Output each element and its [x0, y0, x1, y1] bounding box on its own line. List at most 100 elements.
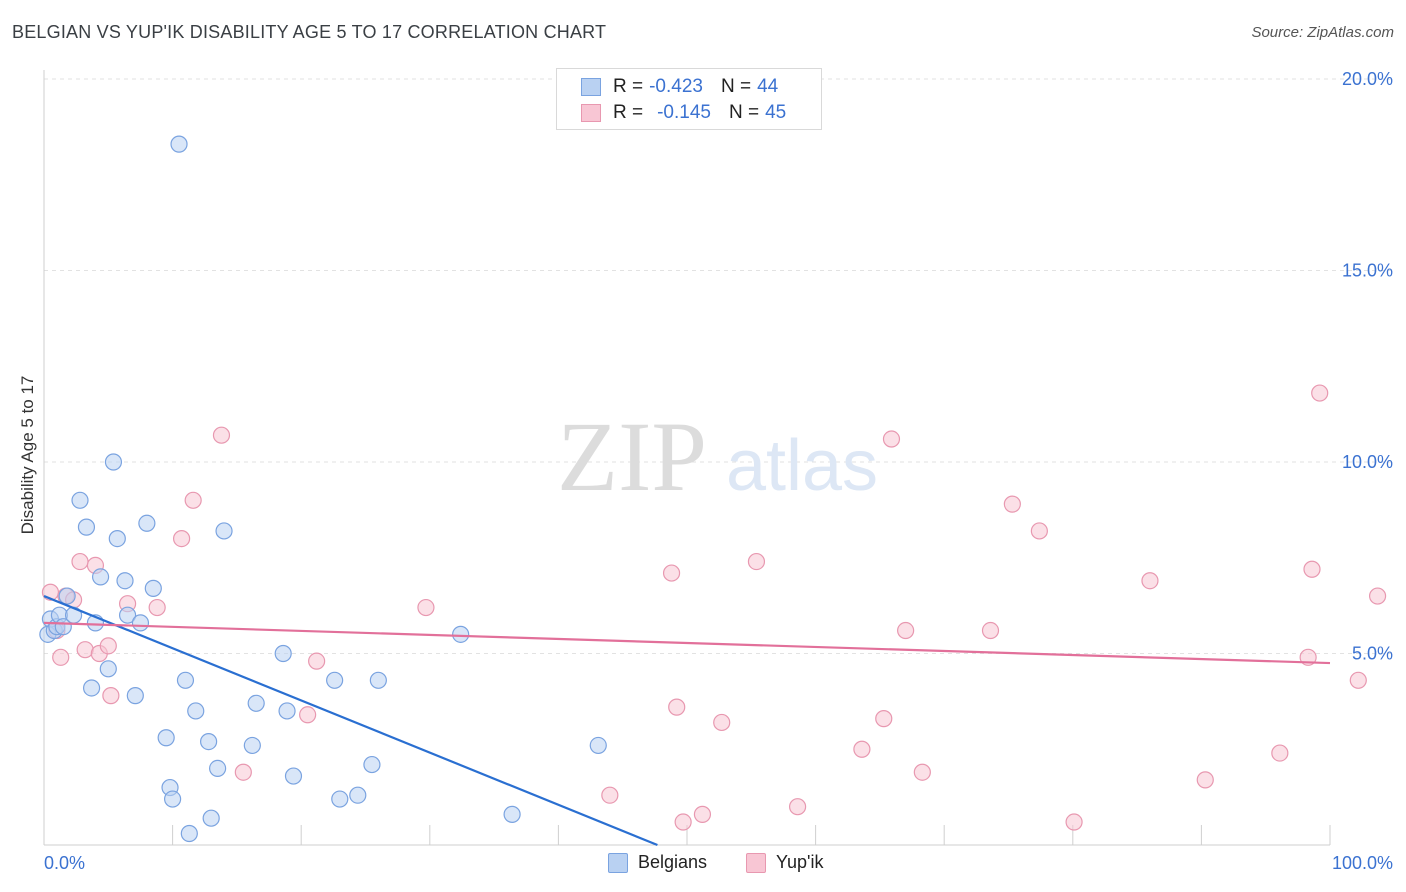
belgians-point: [503, 805, 521, 823]
yupik-point: [212, 426, 231, 444]
yupik-point: [234, 763, 252, 781]
belgians-point: [349, 786, 367, 804]
belgians-point: [187, 702, 205, 720]
yupik-trend-line: [43, 621, 1331, 665]
yupik-point: [102, 687, 120, 705]
watermark-atlas: atlas: [726, 426, 878, 506]
belgians-point: [82, 679, 101, 697]
trend-lines: [43, 595, 1331, 847]
yupik-point: [1271, 744, 1289, 762]
watermark: ZIP atlas: [557, 401, 878, 512]
yupik-point: [1065, 813, 1083, 831]
belgians-point: [138, 514, 156, 532]
yupik-points: [41, 384, 1387, 831]
y-tick-label: 20.0%: [1342, 69, 1393, 89]
yupik-point: [662, 564, 681, 582]
belgians-point: [243, 736, 261, 755]
belgians-legend-label: Belgians: [638, 852, 708, 872]
legend-r-value: -0.145: [657, 102, 711, 123]
yupik-point: [1003, 495, 1021, 513]
yupik-point: [897, 621, 915, 640]
yupik-point: [713, 713, 731, 732]
yupik-point: [1196, 771, 1214, 789]
yupik-point: [299, 706, 317, 724]
legend-n-value: 45: [765, 102, 787, 123]
axes: [43, 70, 1331, 846]
yupik-point: [308, 652, 326, 670]
belgians-trend-line: [43, 595, 658, 847]
yupik-point: [148, 598, 166, 617]
belgians-point: [108, 529, 126, 548]
x-tick-label: 100.0%: [1332, 853, 1393, 873]
yupik-point: [693, 805, 712, 823]
yupik-legend-swatch: [746, 852, 766, 873]
belgians-point: [180, 824, 198, 843]
belgians-point: [278, 702, 296, 720]
belgians-point: [104, 453, 123, 471]
belgians-point: [284, 767, 303, 785]
yupik-point: [417, 598, 435, 617]
legend-row-belgians: R = -0.423 N = 44: [581, 75, 778, 99]
belgians-point: [589, 736, 607, 755]
y-tick-label: 10.0%: [1342, 452, 1393, 472]
gridlines: [44, 78, 1392, 654]
yupik-point: [71, 552, 89, 571]
y-tick-label: 5.0%: [1352, 644, 1393, 664]
legend-r-label: R =: [613, 76, 644, 97]
belgians-point: [116, 572, 134, 590]
yupik-point: [1368, 587, 1387, 605]
yupik-swatch: [581, 104, 601, 122]
tick-labels: 5.0% 10.0% 15.0% 20.0% 0.0% 100.0%: [44, 69, 1393, 873]
yupik-legend-label: Yup'ik: [776, 852, 824, 872]
yupik-point: [184, 491, 202, 509]
yupik-point: [601, 786, 619, 804]
belgians-point: [247, 694, 265, 712]
yupik-point: [1311, 384, 1329, 402]
yupik-point: [173, 529, 191, 548]
belgians-point: [126, 687, 144, 705]
belgians-point: [363, 755, 381, 774]
belgians-point: [58, 587, 76, 605]
legend-n-label: N =: [728, 102, 760, 123]
belgians-point: [144, 579, 162, 597]
belgians-point: [331, 790, 349, 808]
watermark-zip: ZIP: [557, 401, 707, 512]
correlation-legend: R = -0.423 N = 44 R = -0.145 N = 45: [556, 68, 822, 130]
yupik-point: [875, 710, 893, 728]
belgians-point: [369, 671, 387, 689]
belgians-point: [77, 518, 96, 536]
belgians-point: [91, 568, 110, 586]
series-legend: Belgians Yup'ik: [0, 852, 1406, 876]
belgians-legend-swatch: [608, 852, 628, 873]
belgians-point: [176, 671, 195, 689]
belgians-point: [202, 809, 220, 827]
yupik-point: [853, 740, 871, 758]
belgians-point: [131, 614, 150, 632]
belgians-point: [200, 732, 218, 751]
belgians-point: [274, 644, 292, 663]
belgians-point: [452, 625, 470, 643]
belgians-points: [39, 135, 607, 843]
belgians-point: [71, 491, 89, 509]
belgians-point: [326, 671, 344, 689]
chart-title: BELGIAN VS YUP'IK DISABILITY AGE 5 TO 17…: [12, 22, 607, 42]
source-label: Source: ZipAtlas.com: [1251, 24, 1394, 41]
yupik-point: [882, 430, 901, 448]
x-tick-label: 0.0%: [44, 853, 85, 873]
belgians-swatch: [581, 78, 601, 96]
yupik-point: [981, 621, 1000, 640]
yupik-point: [99, 637, 117, 655]
legend-row-yupik: R = -0.145 N = 45: [581, 101, 786, 125]
legend-item-yupik: Yup'ik: [746, 852, 823, 873]
legend-item-belgians: Belgians: [608, 852, 707, 873]
belgians-point: [157, 729, 175, 747]
belgians-point: [99, 660, 117, 678]
legend-r-label: R =: [613, 102, 644, 123]
yupik-point: [747, 552, 766, 571]
y-tick-label: 15.0%: [1342, 261, 1393, 281]
yupik-point: [668, 698, 686, 716]
legend-r-value: -0.423: [649, 76, 703, 97]
belgians-point: [164, 790, 182, 808]
yupik-point: [1303, 560, 1321, 578]
